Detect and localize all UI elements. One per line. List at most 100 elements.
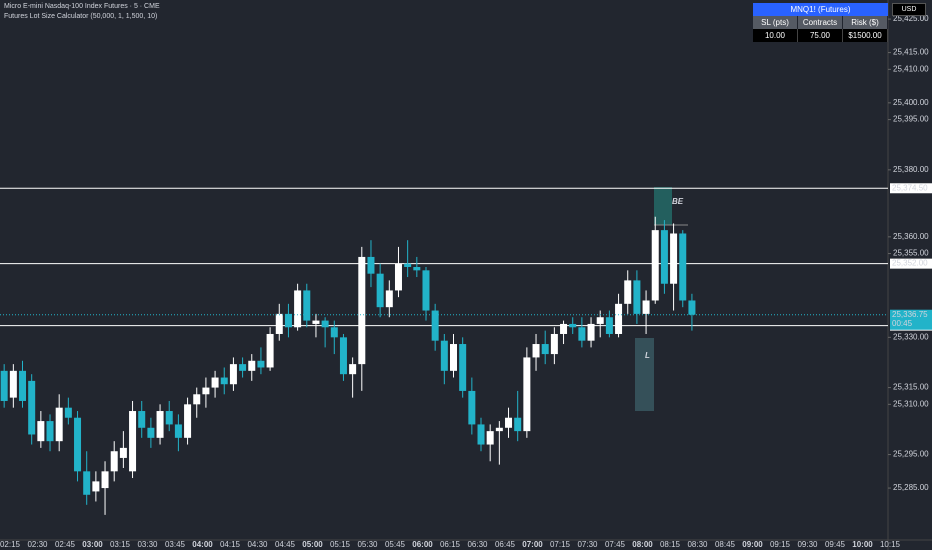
x-tick-label: 07:30 (577, 540, 598, 549)
candle-body (560, 323, 568, 334)
candle-body (110, 451, 118, 472)
candle-body (257, 360, 265, 368)
x-tick-label: 08:30 (687, 540, 708, 549)
candle-body (596, 317, 604, 324)
y-tick-label: 25,395.00 (893, 115, 929, 124)
indicator-title: Futures Lot Size Calculator (50,000, 1, … (4, 13, 158, 20)
x-tick-label: 10:00 (852, 540, 873, 549)
candle-body (394, 263, 402, 291)
y-tick-label: 25,380.00 (893, 165, 929, 174)
candle-body (294, 290, 302, 328)
candle-body (74, 417, 82, 472)
x-tick-label: 09:15 (770, 540, 791, 549)
target-label: BE (672, 197, 684, 206)
price-tag-label: 25,374.50 (892, 183, 928, 192)
candle-body (431, 310, 439, 341)
candle-body (147, 427, 155, 438)
y-tick-label: 25,315.00 (893, 383, 929, 392)
candle-body (229, 364, 237, 385)
candle-body (413, 266, 421, 271)
candle-body (514, 417, 522, 432)
candle-body (64, 407, 72, 418)
x-tick-label: 04:45 (275, 540, 296, 549)
target-zone (654, 187, 672, 225)
price-tag-label: 25,352.00 (892, 259, 928, 268)
candle-body (156, 411, 164, 438)
x-tick-label: 02:15 (0, 540, 21, 549)
candle-body (670, 233, 678, 284)
y-tick-label: 25,410.00 (893, 64, 929, 73)
x-tick-label: 09:00 (742, 540, 763, 549)
candle-body (495, 427, 503, 432)
calc-value: $1500.00 (843, 29, 888, 42)
candle-body (165, 411, 173, 425)
y-tick-label: 25,355.00 (893, 249, 929, 258)
candle-body (468, 390, 476, 425)
x-tick-label: 08:00 (632, 540, 653, 549)
candle-body (477, 424, 485, 445)
candle-body (138, 411, 146, 428)
candle-body (633, 280, 641, 314)
calc-value: 75.00 (798, 29, 843, 42)
candle-body (587, 323, 595, 341)
x-tick-label: 09:30 (797, 540, 818, 549)
x-tick-label: 04:30 (247, 540, 268, 549)
calc-header: MNQ1! (Futures) (753, 3, 888, 16)
x-tick-label: 07:15 (550, 540, 571, 549)
x-tick-label: 09:45 (825, 540, 846, 549)
x-tick-label: 04:15 (220, 540, 241, 549)
candle-body (367, 256, 375, 274)
candle-body (184, 404, 192, 438)
candle-body (349, 364, 357, 375)
y-tick-label: 25,310.00 (893, 399, 929, 408)
candle-body (266, 333, 274, 368)
x-tick-label: 08:15 (660, 540, 681, 549)
candle-body (55, 407, 63, 442)
x-tick-label: 06:00 (412, 540, 433, 549)
candle-body (523, 357, 531, 432)
candle-body (541, 344, 549, 355)
candle-body (532, 344, 540, 358)
calc-head: SL (pts) (753, 16, 798, 29)
x-tick-label: 06:30 (467, 540, 488, 549)
candle-body (486, 431, 494, 445)
candle-body (9, 370, 17, 398)
candle-body (37, 421, 45, 442)
x-tick-label: 07:00 (522, 540, 543, 549)
x-tick-label: 02:30 (27, 540, 48, 549)
candle-body (679, 233, 687, 301)
candle-body (450, 344, 457, 371)
calc-value: 10.00 (753, 29, 798, 42)
stop-zone (635, 338, 654, 411)
candle-body (220, 377, 228, 385)
candle-body (83, 471, 91, 495)
calc-head: Contracts (798, 16, 843, 29)
x-tick-label: 05:15 (330, 540, 351, 549)
x-tick-label: 05:00 (302, 540, 323, 549)
candle-body (651, 230, 659, 301)
currency[interactable]: USD (892, 3, 926, 16)
candle-body (459, 344, 467, 391)
x-tick-label: 02:45 (55, 540, 76, 549)
candle-body (376, 273, 384, 308)
x-tick-label: 05:30 (357, 540, 378, 549)
candle-body (284, 313, 292, 328)
x-tick-label: 10:15 (880, 540, 901, 549)
legend: Micro E-mini Nasdaq-100 Index Futures · … (4, 2, 160, 22)
y-tick-label: 25,285.00 (893, 483, 929, 492)
candle-body (688, 300, 696, 315)
candle-body (404, 263, 412, 267)
candle-body (339, 337, 347, 375)
candle-body (660, 230, 668, 284)
candle-body (19, 370, 27, 401)
calc-title: MNQ1! (Futures) (790, 5, 851, 14)
last-price-tag (890, 309, 932, 330)
candle-body (202, 387, 210, 395)
candle-body (193, 394, 201, 405)
candle-body (119, 447, 127, 458)
candle-body (440, 340, 448, 371)
x-tick-label: 03:00 (82, 540, 103, 549)
y-tick-label: 25,400.00 (893, 98, 929, 107)
candle-body (101, 471, 109, 489)
